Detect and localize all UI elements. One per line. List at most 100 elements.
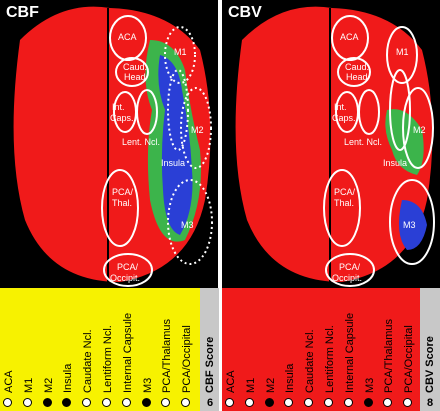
criterion-column: PCA/Thalamus (158, 288, 175, 411)
empty-circle-icon (244, 398, 254, 407)
empty-circle-icon (343, 398, 353, 407)
criterion-column: Insula (281, 288, 298, 411)
label-m1: M1 (396, 47, 409, 57)
criterion-column: M2 (40, 288, 57, 411)
ischemia-core (158, 55, 193, 235)
cbf-score-value: 6 (206, 397, 214, 409)
label-lent: Lent. Ncl. (122, 137, 160, 147)
criterion-column: M3 (139, 288, 156, 411)
criterion-column: PCA/Occipital (400, 288, 417, 411)
criterion-label: Caudate Ncl. (82, 329, 95, 393)
empty-circle-icon (383, 398, 393, 407)
cbf-criteria-strip: ACA M1 M2 Insula Caudate Ncl. Lentiform Ncl. I… (0, 288, 200, 411)
label-insula: Insula (383, 158, 407, 168)
cbv-score-box: CBV Score 8 (420, 288, 440, 411)
label-head: Head (124, 72, 146, 82)
cbf-score-label: CBF Score (204, 336, 216, 393)
label-m2: M2 (413, 125, 426, 135)
criterion-column: ACA (222, 288, 239, 411)
empty-circle-icon (82, 398, 92, 407)
criterion-label: ACA (225, 370, 237, 393)
criterion-label: Lentiform Ncl. (102, 325, 114, 393)
cbv-brain-map: ACA M1 Caud. Head Int. Caps. Lent. Ncl. … (222, 0, 440, 288)
empty-circle-icon (181, 398, 191, 407)
label-m3: M3 (403, 220, 416, 230)
label-pca2: PCA/ (339, 262, 361, 272)
filled-circle-icon (42, 398, 52, 407)
filled-circle-icon (62, 398, 72, 407)
criterion-column: M1 (242, 288, 259, 411)
empty-circle-icon (225, 398, 234, 407)
panel-divider (219, 0, 222, 411)
label-occipit: Occipit. (110, 273, 140, 283)
filled-circle-icon (363, 398, 373, 407)
label-caud: Caud. (345, 62, 369, 72)
empty-circle-icon (304, 398, 314, 407)
criterion-column: ACA (0, 288, 17, 411)
label-m1: M1 (174, 47, 187, 57)
criterion-column: Internal Capsule (119, 288, 136, 411)
brain-tissue (235, 6, 433, 283)
criterion-column: Insula (59, 288, 76, 411)
ischemia-core (398, 200, 427, 250)
criterion-label: Internal Capsule (343, 312, 356, 393)
criterion-label: M3 (141, 377, 154, 393)
empty-circle-icon (403, 398, 413, 407)
label-caud: Caud. (123, 62, 147, 72)
label-head: Head (346, 72, 368, 82)
empty-circle-icon (284, 398, 294, 407)
criterion-label: M1 (244, 377, 257, 393)
criterion-column: PCA/Occipital (178, 288, 195, 411)
criterion-label: Lentiform Ncl. (324, 325, 336, 393)
label-aca: ACA (118, 32, 137, 42)
criterion-label: PCA/Thalamus (383, 319, 396, 393)
empty-circle-icon (102, 398, 111, 407)
criterion-column: M1 (20, 288, 37, 411)
panel-title: CBV (228, 4, 262, 21)
criterion-column: Lentiform Ncl. (321, 288, 338, 411)
criterion-label: M2 (42, 377, 55, 393)
empty-circle-icon (324, 398, 333, 407)
criterion-label: Caudate Ncl. (304, 329, 317, 393)
filled-circle-icon (264, 398, 274, 407)
label-int: Int. (112, 102, 125, 112)
label-occipit: Occipit. (332, 273, 362, 283)
criterion-label: M3 (363, 377, 376, 393)
label-thal: Thal. (112, 198, 132, 208)
criterion-label: M1 (22, 377, 35, 393)
criterion-label: PCA/Occipital (181, 325, 194, 393)
label-caps: Caps. (110, 113, 134, 123)
empty-circle-icon (161, 398, 171, 407)
cbv-score-value: 8 (426, 397, 434, 409)
empty-circle-icon (121, 398, 131, 407)
label-int: Int. (334, 102, 347, 112)
filled-circle-icon (141, 398, 151, 407)
criterion-label: Internal Capsule (121, 312, 134, 393)
criterion-column: M2 (262, 288, 279, 411)
criterion-label: Insula (284, 363, 297, 393)
label-insula: Insula (161, 158, 185, 168)
panel-title: CBF (6, 4, 39, 21)
criterion-column: M3 (361, 288, 378, 411)
criterion-label: PCA/Thalamus (161, 319, 174, 393)
cbf-map-panel: ACA M1 Caud. Head Int. Caps. Lent. Ncl. … (0, 0, 218, 288)
label-caps: Caps. (332, 113, 356, 123)
criterion-column: Caudate Ncl. (79, 288, 96, 411)
label-m3: M3 (181, 220, 194, 230)
label-lent: Lent. Ncl. (344, 137, 382, 147)
criterion-label: ACA (3, 370, 15, 393)
criterion-column: Caudate Ncl. (301, 288, 318, 411)
criterion-column: Lentiform Ncl. (99, 288, 116, 411)
cbf-brain-map: ACA M1 Caud. Head Int. Caps. Lent. Ncl. … (0, 0, 218, 288)
cbv-criteria-strip: ACA M1 M2 Insula Caudate Ncl. Lentiform Ncl. I… (222, 288, 420, 411)
criterion-column: PCA/Thalamus (380, 288, 397, 411)
criterion-label: Insula (62, 363, 75, 393)
criterion-label: PCA/Occipital (403, 325, 416, 393)
empty-circle-icon (22, 398, 32, 407)
label-m2: M2 (191, 125, 204, 135)
label-aca: ACA (340, 32, 359, 42)
cbv-map-panel: ACA M1 Caud. Head Int. Caps. Lent. Ncl. … (222, 0, 440, 288)
criterion-label: M2 (264, 377, 277, 393)
cbv-score-label: CBV Score (424, 336, 436, 393)
